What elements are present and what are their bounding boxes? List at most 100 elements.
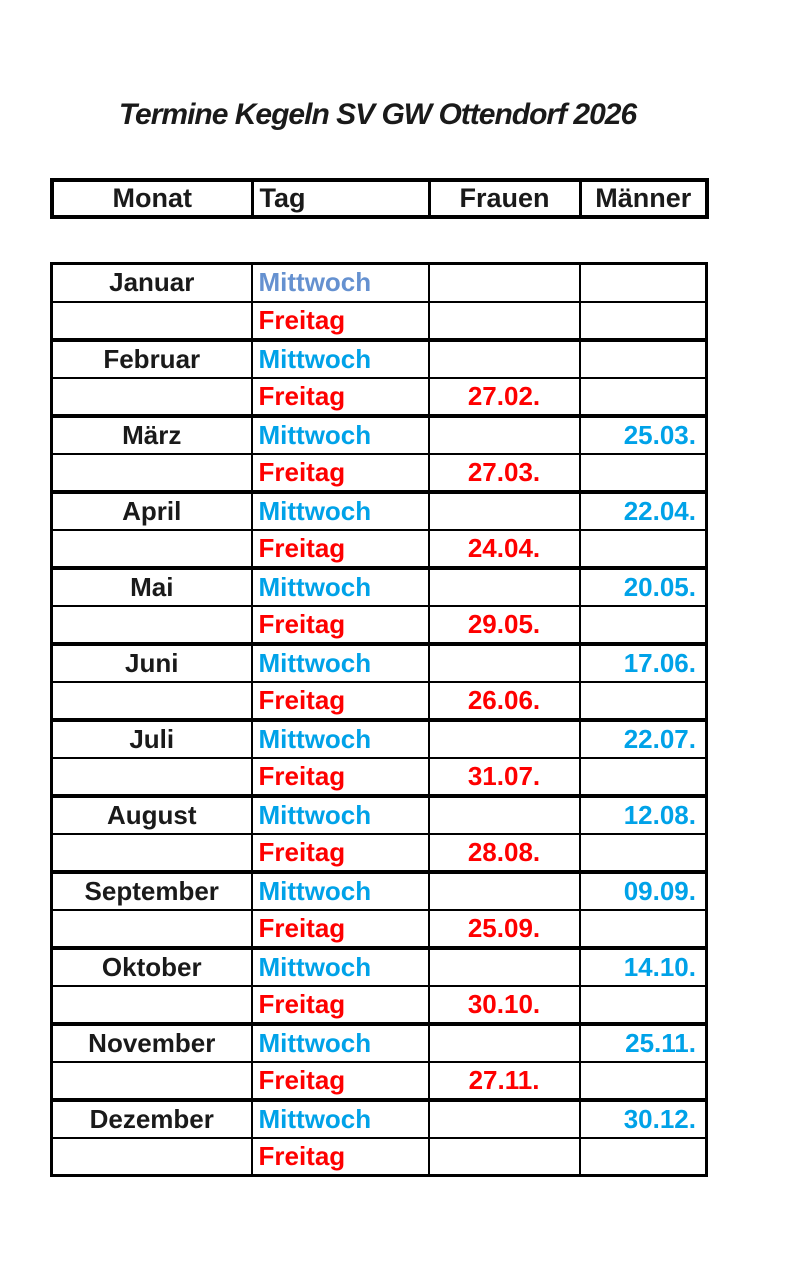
cell-maenner: 22.07.	[578, 717, 708, 759]
schedule-row: Oktober Mittwoch 14.10.	[50, 945, 708, 987]
cell-maenner	[578, 832, 708, 873]
schedule-header-table: Monat Tag Frauen Männer	[50, 178, 709, 219]
cell-maenner: 14.10.	[578, 945, 708, 987]
schedule-row: Freitag 25.09.	[50, 908, 708, 949]
cell-monat	[50, 300, 253, 341]
cell-frauen: 28.08.	[427, 832, 581, 873]
cell-tag: Mittwoch	[250, 565, 430, 607]
header-row: Monat Tag Frauen Männer	[52, 180, 707, 217]
cell-monat	[50, 376, 253, 417]
cell-tag: Freitag	[250, 756, 430, 797]
cell-frauen: 31.07.	[427, 756, 581, 797]
cell-frauen: 25.09.	[427, 908, 581, 949]
schedule-row: Freitag 29.05.	[50, 604, 708, 645]
cell-maenner	[578, 452, 708, 493]
cell-monat: Februar	[50, 337, 253, 379]
cell-tag: Freitag	[250, 1060, 430, 1101]
cell-tag: Freitag	[250, 832, 430, 873]
cell-monat: August	[50, 793, 253, 835]
cell-monat	[50, 832, 253, 873]
cell-maenner	[578, 376, 708, 417]
cell-monat: Mai	[50, 565, 253, 607]
cell-tag: Mittwoch	[250, 489, 430, 531]
cell-frauen	[427, 717, 581, 759]
cell-frauen	[427, 945, 581, 987]
cell-maenner	[578, 680, 708, 721]
cell-frauen	[427, 413, 581, 455]
cell-monat: Juli	[50, 717, 253, 759]
schedule-row: Januar Mittwoch	[50, 262, 708, 303]
cell-tag: Freitag	[250, 680, 430, 721]
cell-maenner	[578, 1136, 708, 1177]
cell-monat: November	[50, 1021, 253, 1063]
cell-maenner: 25.11.	[578, 1021, 708, 1063]
cell-tag: Mittwoch	[250, 337, 430, 379]
header-cell-frauen: Frauen	[427, 180, 580, 217]
cell-maenner: 25.03.	[578, 413, 708, 455]
cell-monat: September	[50, 869, 253, 911]
header-cell-maenner: Männer	[578, 180, 707, 217]
cell-frauen	[427, 1021, 581, 1063]
schedule-row: Freitag	[50, 300, 708, 341]
cell-tag: Freitag	[250, 300, 430, 341]
cell-tag: Freitag	[250, 984, 430, 1025]
schedule-row: Juli Mittwoch 22.07.	[50, 717, 708, 759]
cell-frauen	[427, 641, 581, 683]
cell-monat	[50, 756, 253, 797]
cell-frauen: 27.11.	[427, 1060, 581, 1101]
cell-maenner	[578, 300, 708, 341]
page-title: Termine Kegeln SV GW Ottendorf 2026	[118, 98, 637, 131]
cell-frauen: 29.05.	[427, 604, 581, 645]
cell-monat	[50, 1060, 253, 1101]
cell-tag: Mittwoch	[250, 945, 430, 987]
cell-monat: Januar	[50, 262, 253, 303]
cell-maenner: 09.09.	[578, 869, 708, 911]
cell-maenner	[578, 984, 708, 1025]
cell-frauen	[427, 869, 581, 911]
cell-maenner	[578, 1060, 708, 1101]
cell-maenner	[578, 337, 708, 379]
cell-tag: Freitag	[250, 528, 430, 569]
cell-tag: Mittwoch	[250, 413, 430, 455]
schedule-row: Freitag 27.02.	[50, 376, 708, 417]
schedule-row: Freitag 26.06.	[50, 680, 708, 721]
cell-tag: Mittwoch	[250, 717, 430, 759]
cell-maenner: 22.04.	[578, 489, 708, 531]
cell-maenner: 12.08.	[578, 793, 708, 835]
schedule-row: Februar Mittwoch	[50, 337, 708, 379]
schedule-row: Juni Mittwoch 17.06.	[50, 641, 708, 683]
cell-frauen: 27.02.	[427, 376, 581, 417]
schedule-body-table: Januar Mittwoch Freitag Februar Mittwoch…	[50, 262, 708, 1177]
cell-tag: Freitag	[250, 908, 430, 949]
cell-frauen	[427, 337, 581, 379]
cell-maenner: 30.12.	[578, 1097, 708, 1139]
cell-monat	[50, 1136, 253, 1177]
cell-monat: Juni	[50, 641, 253, 683]
cell-tag: Mittwoch	[250, 869, 430, 911]
cell-frauen	[427, 300, 581, 341]
schedule-row: Freitag 27.03.	[50, 452, 708, 493]
cell-monat: Dezember	[50, 1097, 253, 1139]
schedule-row: Freitag	[50, 1136, 708, 1177]
cell-tag: Mittwoch	[250, 1097, 430, 1139]
cell-frauen	[427, 489, 581, 531]
header-cell-tag: Tag	[250, 180, 429, 217]
cell-frauen: 24.04.	[427, 528, 581, 569]
cell-tag: Mittwoch	[250, 641, 430, 683]
schedule-row: Dezember Mittwoch 30.12.	[50, 1097, 708, 1139]
schedule-row: Freitag 27.11.	[50, 1060, 708, 1101]
schedule-rows: Januar Mittwoch Freitag Februar Mittwoch…	[50, 262, 708, 1177]
schedule-row: April Mittwoch 22.04.	[50, 489, 708, 531]
cell-frauen: 30.10.	[427, 984, 581, 1025]
cell-tag: Freitag	[250, 1136, 430, 1177]
cell-frauen	[427, 793, 581, 835]
cell-monat	[50, 604, 253, 645]
cell-maenner	[578, 262, 708, 303]
schedule-row: Freitag 24.04.	[50, 528, 708, 569]
cell-maenner	[578, 604, 708, 645]
cell-frauen: 26.06.	[427, 680, 581, 721]
cell-monat: April	[50, 489, 253, 531]
cell-frauen	[427, 1097, 581, 1139]
cell-tag: Mittwoch	[250, 793, 430, 835]
cell-monat	[50, 452, 253, 493]
